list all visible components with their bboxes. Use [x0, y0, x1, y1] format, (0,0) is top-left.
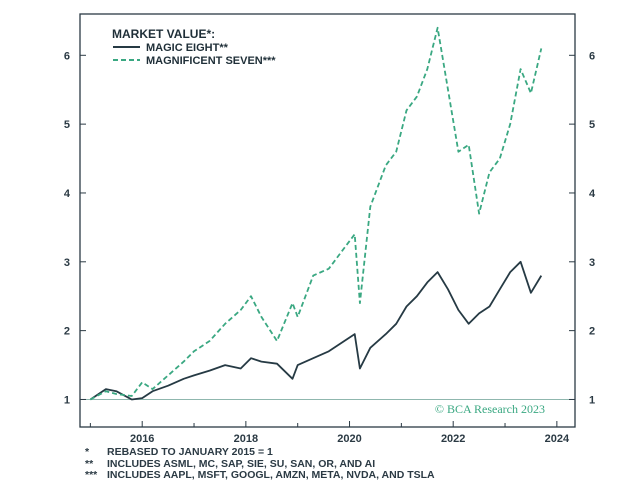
y-tick-label: 2	[64, 326, 70, 338]
y-tick-label: 4	[589, 188, 596, 200]
x-tick-label: 2016	[130, 433, 154, 445]
y-axis-right: 1 2 3 4 5 6	[569, 50, 596, 406]
footnote: ** INCLUDES ASML, MC, SAP, SIE, SU, SAN, …	[85, 457, 625, 471]
plot-border	[79, 13, 576, 428]
x-axis: 2016 2018 2020 2022 2024	[89, 421, 570, 445]
footnotes: * REBASED TO JANUARY 2015 = 1 ** INCLUDES …	[85, 446, 625, 482]
series-line-magnificent-seven	[89, 26, 543, 401]
credit-text: © BCA Research 2023	[435, 402, 545, 416]
y-tick-label: 4	[64, 188, 71, 200]
y-tick-label: 6	[589, 50, 595, 62]
y-tick-label: 2	[589, 326, 595, 338]
legend-label-magnificent-seven: MAGNIFICENT SEVEN***	[146, 55, 276, 67]
y-tick-label: 5	[64, 119, 70, 131]
footnote-text: INCLUDES AAPL, MSFT, GOOGL, AMZN, META, …	[107, 469, 435, 481]
x-tick-label: 2022	[441, 433, 465, 445]
legend-title: MARKET VALUE*:	[112, 27, 215, 41]
y-axis-left: 1 2 3 4 5 6	[64, 50, 86, 406]
footnote-text: INCLUDES ASML, MC, SAP, SIE, SU, SAN, OR…	[107, 457, 376, 470]
series-line-magic-eight	[89, 260, 543, 401]
y-tick-label: 3	[589, 257, 595, 269]
y-tick-label: 6	[64, 50, 70, 62]
y-tick-label: 5	[589, 119, 595, 131]
y-tick-label: 3	[64, 257, 70, 269]
y-tick-label: 1	[64, 394, 70, 406]
x-tick-label: 2024	[545, 433, 570, 445]
plot-frame	[79, 13, 576, 428]
footnote-mark: ***	[85, 469, 98, 481]
footnote-text: REBASED TO JANUARY 2015 = 1	[107, 446, 273, 458]
chart: 1 2 3 4 5 6 1 2 3 4 5 6 2016 2018 2020 2022 2024 MARKE…	[64, 13, 596, 445]
footnote: * REBASED TO JANUARY 2015 = 1	[85, 446, 625, 459]
series-layer	[89, 26, 543, 401]
legend: MARKET VALUE*: MAGIC EIGHT** MAGNIFICENT…	[112, 27, 276, 67]
footnote: *** INCLUDES AAPL, MSFT, GOOGL, AMZN, MET…	[85, 469, 625, 482]
y-tick-label: 1	[589, 394, 595, 406]
footnote-mark: *	[85, 446, 90, 458]
x-tick-label: 2018	[234, 433, 258, 445]
x-tick-label: 2020	[337, 433, 361, 445]
legend-label-magic-eight: MAGIC EIGHT**	[146, 42, 229, 54]
footnote-mark: **	[85, 457, 94, 470]
